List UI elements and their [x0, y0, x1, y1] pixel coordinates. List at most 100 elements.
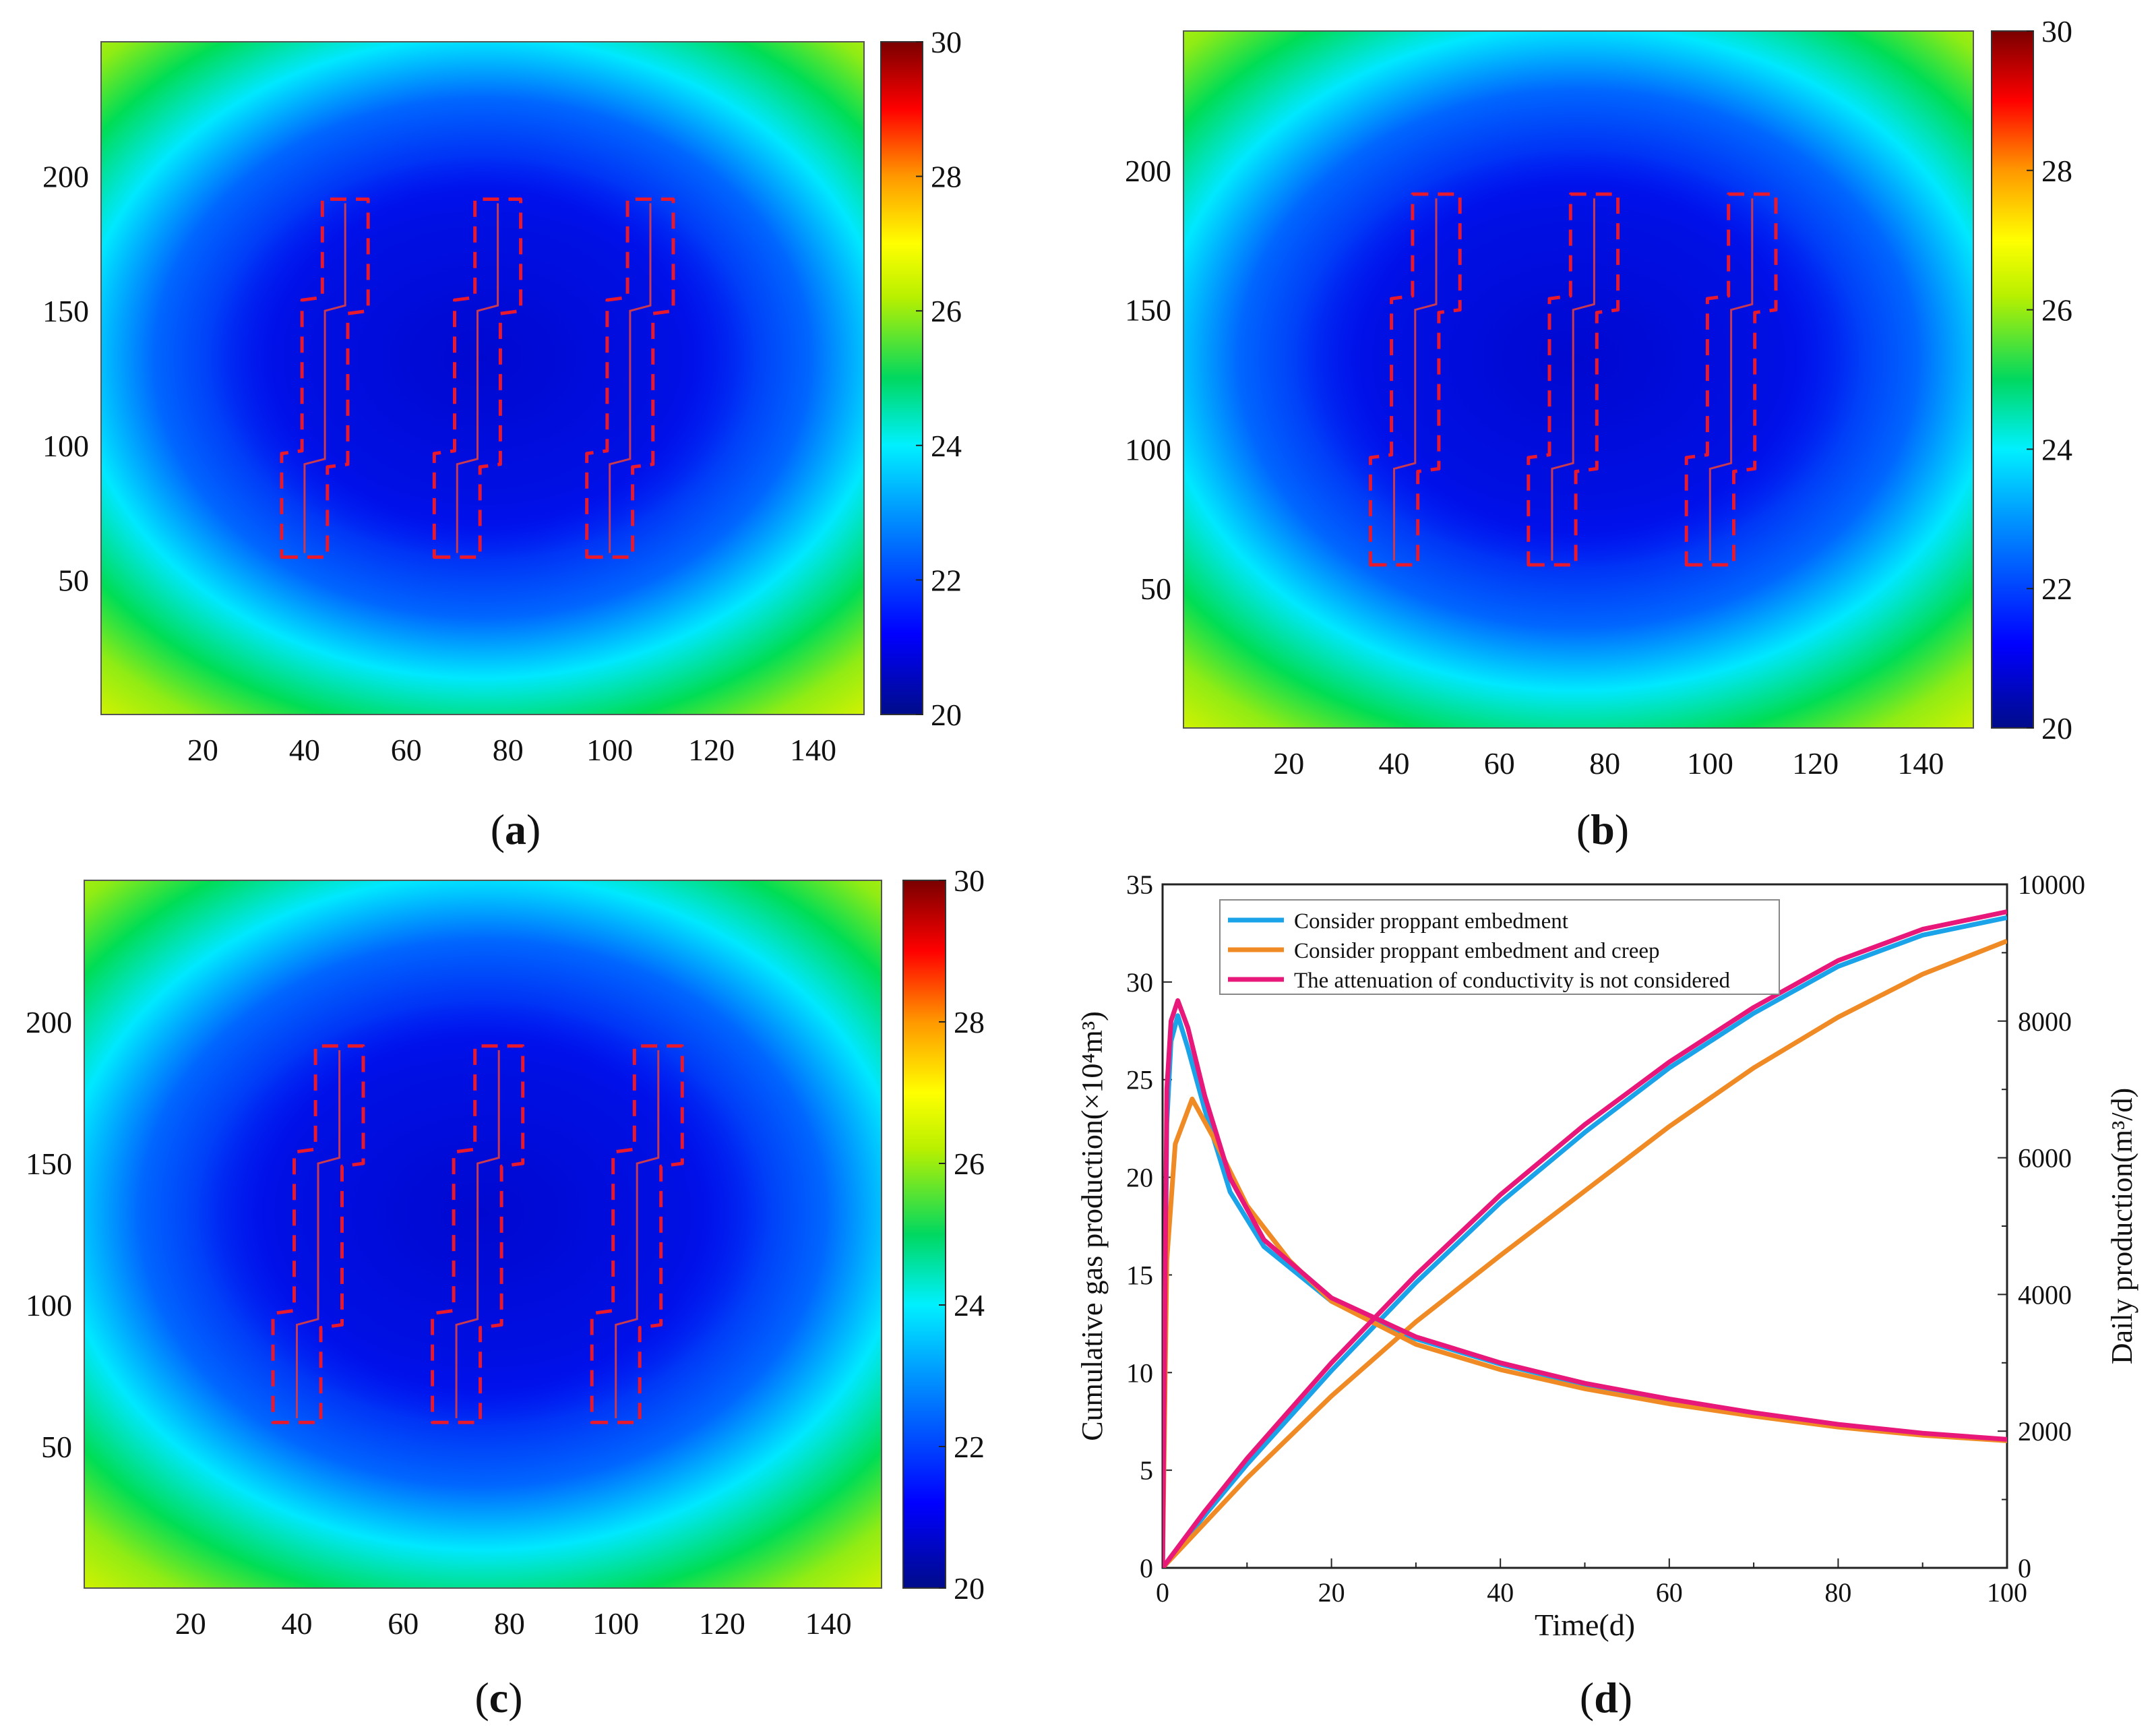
y-tick-label: 100: [26, 1288, 72, 1322]
pressure-field: [84, 880, 882, 1588]
x-tick-label: 140: [790, 733, 836, 767]
colorbar-tick-label: 24: [2041, 432, 2072, 466]
pressure-field: [101, 42, 864, 715]
colorbar-tick-label: 24: [954, 1288, 985, 1322]
series-3: [1163, 909, 2007, 1568]
x-tick-label: 40: [289, 733, 320, 767]
colorbar-tick-label: 26: [954, 1147, 985, 1181]
fracture-2: [431, 1044, 525, 1424]
left-y-tick-label: 20: [1126, 1163, 1153, 1193]
y-tick-label: 150: [26, 1147, 72, 1181]
right-y-tick-label: 6000: [2018, 1143, 2072, 1174]
colorbar-tick-label: 20: [954, 1571, 985, 1606]
fracture-2: [432, 197, 523, 559]
left-y-axis-label: Cumulative gas production(×10⁴m³): [1076, 1011, 1109, 1440]
pressure-field: [1183, 31, 1973, 728]
colorbar-tick-label: 24: [931, 429, 962, 463]
colorbar-tick-label: 28: [2041, 154, 2072, 188]
right-y-tick-label: 4000: [2018, 1279, 2072, 1310]
y-tick-label: 200: [26, 1005, 72, 1039]
right-y-axis-label: Daily production(m³/d): [2105, 1088, 2138, 1364]
colorbar-tick-label: 28: [954, 1005, 985, 1039]
fracture-3: [590, 1044, 684, 1424]
left-y-tick-label: 25: [1126, 1065, 1153, 1095]
plot-frame: [1161, 883, 2008, 1569]
cumulative-line: [1163, 915, 2007, 1568]
x-tick-label: 60: [1656, 1577, 1683, 1608]
left-y-tick-label: 0: [1140, 1553, 1153, 1583]
colorbar-tick-label: 26: [931, 294, 962, 328]
x-tick-label: 80: [1824, 1577, 1851, 1608]
x-axis-label: Time(d): [1535, 1608, 1635, 1642]
colorbar: 20 22 24 26 28 30: [880, 25, 962, 732]
x-tick-label: 120: [699, 1606, 745, 1641]
x-tick-label: 0: [1156, 1577, 1169, 1608]
legend-entry: The attenuation of conductivity is not c…: [1294, 969, 1730, 993]
colorbar-tick-label: 22: [931, 563, 962, 597]
line-chart-panel-d: 0 20 40 60 80 1000510152025303502000400060008…: [1076, 870, 2138, 1642]
x-tick-label: 100: [586, 733, 633, 767]
x-tick-label: 80: [494, 1606, 525, 1641]
heatmap-panel-b: 20 40 60 80 100 120 140 50 100 150 200 20 22 24 26 28 30: [1125, 14, 2072, 781]
x-tick-label: 100: [1687, 746, 1733, 781]
fracture-3: [1684, 192, 1778, 567]
cumulative-line: [1163, 909, 2007, 1568]
fracture-1: [1368, 192, 1462, 567]
panel-label-a: (a): [491, 805, 541, 853]
colorbar: 20 22 24 26 28 30: [1991, 14, 2072, 746]
fracture-1: [280, 197, 370, 559]
legend-entry: Consider proppant embedment: [1294, 909, 1568, 934]
heatmap-panel-a: 20 40 60 80 100 120 140 50 100 150 200 20 22 24 26 28 30: [42, 25, 962, 767]
colorbar-tick-label: 28: [931, 160, 962, 194]
y-tick-label: 100: [1125, 432, 1171, 466]
daily-line: [1163, 998, 2007, 1568]
colorbar-tick-label: 20: [931, 698, 962, 732]
colorbar-tick-label: 22: [2041, 572, 2072, 606]
y-tick-label: 150: [42, 294, 89, 328]
left-y-tick-label: 35: [1126, 870, 1153, 900]
heatmap-panel-c: 20 40 60 80 100 120 140 50 100 150 200 20 22 24 26 28 30: [26, 863, 985, 1641]
x-tick-label: 80: [493, 733, 524, 767]
x-tick-label: 60: [391, 733, 422, 767]
x-tick-label: 40: [1487, 1577, 1514, 1608]
panel-label-d: (d): [1580, 1674, 1632, 1722]
right-y-tick-label: 8000: [2018, 1006, 2072, 1037]
left-y-tick-label: 10: [1126, 1358, 1153, 1388]
y-tick-label: 100: [42, 429, 89, 463]
y-tick-label: 200: [42, 160, 89, 194]
x-tick-label: 100: [1987, 1577, 2027, 1608]
colorbar-tick-label: 22: [954, 1430, 985, 1464]
x-tick-label: 20: [175, 1606, 206, 1641]
right-y-tick-label: 10000: [2018, 870, 2085, 900]
panel-label-c: (c): [474, 1674, 522, 1722]
colorbar-tick-label: 20: [2041, 711, 2072, 746]
fracture-3: [585, 197, 675, 559]
panel-label-b: (b): [1576, 805, 1629, 853]
x-tick-label: 140: [1897, 746, 1944, 781]
x-tick-label: 60: [388, 1606, 419, 1641]
x-tick-label: 20: [1318, 1577, 1345, 1608]
colorbar-tick-label: 30: [931, 25, 962, 59]
x-tick-label: 40: [281, 1606, 312, 1641]
colorbar-tick-label: 30: [2041, 14, 2072, 49]
legend: Consider proppant embedment Consider prop…: [1219, 899, 1780, 995]
x-tick-label: 120: [1792, 746, 1839, 781]
x-tick-label: 140: [805, 1606, 852, 1641]
cumulative-line: [1163, 938, 2007, 1568]
x-tick-label: 80: [1589, 746, 1620, 781]
series-2: [1163, 938, 2007, 1568]
right-y-tick-label: 0: [2018, 1553, 2031, 1583]
colorbar: 20 22 24 26 28 30: [902, 863, 985, 1606]
fracture-2: [1527, 192, 1620, 567]
y-tick-label: 200: [1125, 154, 1171, 188]
fracture-1: [271, 1044, 365, 1424]
x-tick-label: 20: [187, 733, 218, 767]
x-tick-label: 40: [1379, 746, 1410, 781]
y-tick-label: 50: [1140, 572, 1171, 606]
colorbar-tick-label: 30: [954, 863, 985, 898]
colorbar-tick-label: 26: [2041, 293, 2072, 328]
x-tick-label: 60: [1484, 746, 1515, 781]
legend-entry: Consider proppant embedment and creep: [1294, 939, 1660, 963]
x-tick-label: 100: [592, 1606, 639, 1641]
